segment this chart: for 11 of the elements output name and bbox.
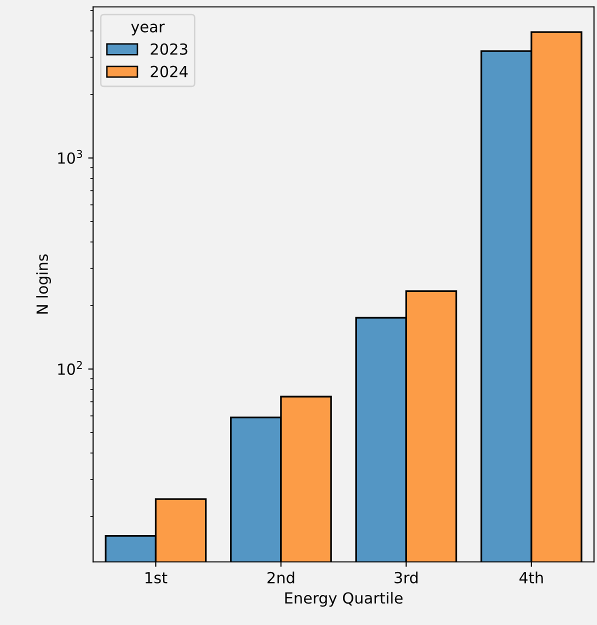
x-tick-label: 1st (146, 572, 168, 584)
legend-label: 2023 (150, 43, 188, 55)
y-tick-label: 10$^{2}$ (58, 360, 82, 375)
legend-title: year (131, 24, 165, 36)
legend-label: 2024 (150, 66, 188, 78)
x-axis-title: Energy Quartile (285, 592, 403, 607)
x-tick-label: 2nd (268, 572, 294, 584)
x-tick-label: 3rd (394, 572, 418, 584)
y-axis-title: N logins (36, 254, 51, 314)
x-tick-label: 4th (519, 572, 543, 584)
y-tick-label: 10$^{3}$ (58, 150, 82, 164)
